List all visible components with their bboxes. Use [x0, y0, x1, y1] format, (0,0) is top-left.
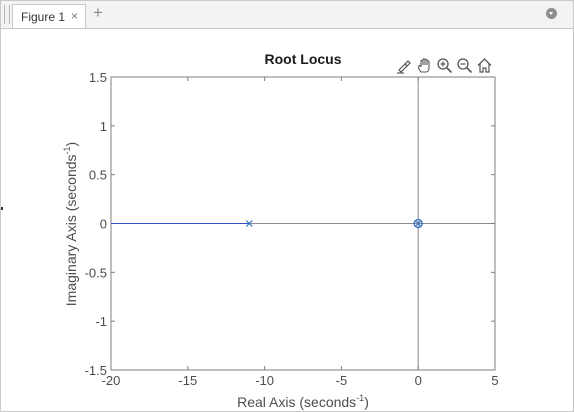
x-axis-label-exponent: -1 — [356, 393, 364, 403]
y-tick-label: -1 — [95, 314, 107, 329]
tab-grip-handle[interactable] — [4, 5, 10, 24]
y-tick-label: 1.5 — [89, 70, 107, 85]
y-tick-label: -0.5 — [85, 265, 107, 280]
chart-title: Root Locus — [265, 51, 342, 67]
close-icon[interactable]: × — [71, 9, 79, 23]
tab-bar: Figure 1 × + — [1, 1, 573, 29]
brush-edit-icon[interactable] — [396, 57, 413, 74]
x-axis-label: Real Axis (seconds-1) — [237, 393, 369, 410]
home-icon[interactable] — [476, 57, 493, 74]
y-axis-label-exponent: -1 — [62, 146, 72, 154]
tab-label: Figure 1 — [21, 10, 66, 24]
x-tick-label: 5 — [491, 373, 498, 388]
x-tick-label: -10 — [255, 373, 274, 388]
y-axis-label-text: Imaginary Axis (seconds — [63, 154, 79, 306]
x-tick-label: -5 — [336, 373, 348, 388]
y-tick-label: 1 — [100, 119, 107, 134]
zero-marker — [413, 218, 423, 229]
y-tick-label: 0.5 — [89, 168, 107, 183]
chevron-down-circle-icon[interactable] — [546, 8, 557, 19]
x-tick-label: -20 — [102, 373, 121, 388]
tab-figure-1[interactable]: Figure 1 × — [12, 4, 86, 28]
y-ticks: -1.5 -1 -0.5 0 0.5 1 1.5 — [85, 70, 495, 378]
y-axis-label-close: ) — [63, 142, 79, 147]
zoom-in-icon[interactable] — [436, 57, 453, 74]
pan-hand-icon[interactable] — [416, 57, 433, 74]
y-axis-label: Imaginary Axis (seconds-1) — [62, 142, 79, 306]
zoom-out-icon[interactable] — [456, 57, 473, 74]
add-tab-icon[interactable]: + — [93, 3, 103, 22]
x-tick-label: -15 — [178, 373, 197, 388]
x-tick-label: 0 — [415, 373, 422, 388]
locus-series — [111, 218, 423, 229]
pole-marker — [245, 220, 253, 227]
y-tick-label: -1.5 — [85, 363, 107, 378]
pole-marker — [414, 220, 422, 227]
x-ticks: -20 -15 -10 -5 0 5 — [102, 77, 499, 388]
x-axis-label-text: Real Axis (seconds — [237, 394, 356, 410]
x-axis-label-close: ) — [364, 394, 369, 410]
window-edge-marker — [1, 207, 3, 210]
y-tick-label: 0 — [100, 217, 107, 232]
